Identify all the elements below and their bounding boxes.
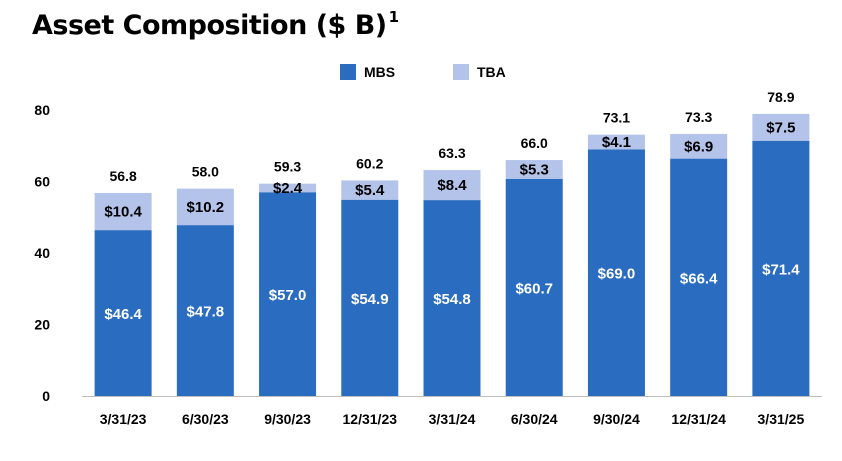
x-tick-label: 9/30/24 [593, 411, 640, 427]
data-label-total: 60.2 [356, 155, 383, 171]
data-label-total: 58.0 [192, 164, 219, 180]
bar-tba [176, 188, 234, 226]
legend-swatch-tba [453, 64, 469, 80]
x-tick-label: 12/31/23 [343, 411, 398, 427]
bar-mbs [259, 192, 317, 396]
x-tick-label: 9/30/23 [264, 411, 311, 427]
data-label-total: 78.9 [767, 89, 794, 105]
bar-tba [505, 160, 563, 179]
bar-tba [341, 180, 399, 200]
data-label-total: 59.3 [274, 159, 301, 175]
data-label-total: 66.0 [521, 135, 548, 151]
x-tick-label: 3/31/25 [758, 411, 805, 427]
data-label-tba: $4.1 [602, 134, 631, 151]
bar-tba [423, 170, 481, 201]
data-label-mbs: $66.4 [680, 270, 718, 287]
data-label-mbs: $46.4 [104, 306, 142, 323]
y-tick-label: 60 [34, 174, 50, 190]
bar-mbs [587, 149, 645, 396]
legend-swatch-mbs [340, 64, 356, 80]
data-label-tba: $6.9 [684, 138, 713, 155]
chart-title: Asset Composition ($ B) 1 [32, 8, 399, 41]
bar-mbs [505, 178, 563, 396]
chart-title-text: Asset Composition ($ B) [32, 10, 387, 41]
data-label-tba: $10.2 [187, 199, 225, 216]
data-label-mbs: $54.8 [433, 291, 471, 308]
x-tick-label: 3/31/23 [100, 411, 147, 427]
bar-tba [259, 183, 317, 193]
title-footnote-marker: 1 [388, 8, 399, 26]
data-label-tba: $8.4 [437, 177, 467, 194]
y-tick-label: 40 [34, 245, 50, 261]
data-label-total: 56.8 [109, 168, 136, 184]
data-label-mbs: $57.0 [269, 287, 307, 304]
data-label-total: 73.1 [603, 110, 630, 126]
legend: MBS TBA [0, 64, 842, 84]
y-tick-label: 0 [42, 388, 50, 404]
bar-mbs [423, 200, 481, 396]
legend-label-tba: TBA [477, 64, 506, 80]
data-label-mbs: $71.4 [762, 261, 800, 278]
data-label-tba: $2.4 [273, 180, 303, 197]
y-tick-label: 20 [34, 317, 50, 333]
x-tick-label: 12/31/24 [671, 411, 726, 427]
x-tick-label: 3/31/24 [429, 411, 476, 427]
bar-mbs [670, 158, 728, 396]
legend-label-mbs: MBS [364, 64, 396, 80]
x-tick-label: 6/30/24 [511, 411, 558, 427]
data-label-total: 73.3 [685, 109, 712, 125]
bar-tba [752, 113, 810, 141]
bar-tba [94, 192, 152, 231]
legend-item-mbs: MBS [340, 64, 395, 80]
bar-mbs [176, 225, 234, 396]
bar-mbs [752, 140, 810, 396]
data-label-mbs: $54.9 [351, 291, 389, 308]
data-label-mbs: $60.7 [515, 280, 553, 297]
bar-tba [587, 134, 645, 150]
bar-mbs [94, 230, 152, 396]
y-tick-label: 80 [34, 102, 50, 118]
legend-item-tba: TBA [453, 64, 506, 80]
data-label-tba: $5.3 [520, 162, 549, 179]
data-label-tba: $10.4 [104, 204, 142, 221]
data-label-tba: $5.4 [355, 182, 385, 199]
bar-mbs [341, 199, 399, 396]
data-label-mbs: $69.0 [598, 266, 636, 283]
data-label-mbs: $47.8 [187, 304, 225, 321]
bar-tba [670, 133, 728, 159]
data-label-total: 63.3 [438, 145, 465, 161]
data-label-tba: $7.5 [766, 119, 795, 136]
x-tick-label: 6/30/23 [182, 411, 229, 427]
